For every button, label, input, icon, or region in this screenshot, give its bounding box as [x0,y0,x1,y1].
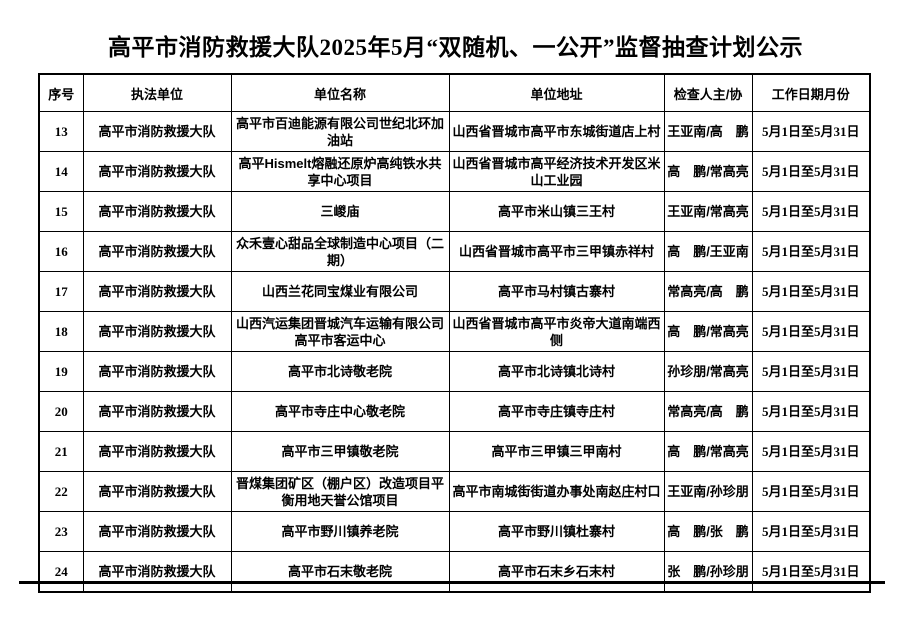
cell-name: 高平市野川镇养老院 [230,511,450,552]
cell-unit: 高平市消防救援大队 [82,231,232,272]
cell-serial: 15 [38,191,84,232]
cell-inspectors: 孙珍朋/常高亮 [663,351,753,392]
table-row: 21 高平市消防救援大队 高平市三甲镇敬老院 高平市三甲镇三甲南村 高 鹏/常高… [38,431,871,472]
cell-name: 高平市石末敬老院 [230,551,450,593]
table-row: 15 高平市消防救援大队 三嵕庙 高平市米山镇三王村 王亚南/常高亮 5月1日至… [38,191,871,232]
table-row: 22 高平市消防救援大队 晋煤集团矿区（棚户区）改造项目平衡用地天誉公馆项目 高… [38,471,871,512]
cell-serial: 23 [38,511,84,552]
cell-dates: 5月1日至5月31日 [751,231,871,272]
cell-unit: 高平市消防救援大队 [82,111,232,152]
cell-unit: 高平市消防救援大队 [82,271,232,312]
cell-dates: 5月1日至5月31日 [751,511,871,552]
table-row: 23 高平市消防救援大队 高平市野川镇养老院 高平市野川镇杜寨村 高 鹏/张 鹏… [38,511,871,552]
cell-address: 山西省晋城市高平市炎帝大道南端西侧 [448,311,665,352]
table-row: 19 高平市消防救援大队 高平市北诗敬老院 高平市北诗镇北诗村 孙珍朋/常高亮 … [38,351,871,392]
cell-address: 高平市石末乡石末村 [448,551,665,593]
cell-name: 高平市寺庄中心敬老院 [230,391,450,432]
col-header-unit-name: 单位名称 [230,73,450,112]
cell-serial: 13 [38,111,84,152]
col-header-unit-address: 单位地址 [448,73,665,112]
col-header-inspectors: 检查人主/协 [663,73,753,112]
cell-name: 高平市北诗敬老院 [230,351,450,392]
cell-unit: 高平市消防救援大队 [82,191,232,232]
cell-inspectors: 常高亮/高 鹏 [663,391,753,432]
cell-address: 高平市野川镇杜寨村 [448,511,665,552]
cell-serial: 19 [38,351,84,392]
table-row: 16 高平市消防救援大队 众禾壹心甜品全球制造中心项目（二期） 山西省晋城市高平… [38,231,871,272]
cell-unit: 高平市消防救援大队 [82,391,232,432]
cell-address: 高平市南城街街道办事处南赵庄村口 [448,471,665,512]
cell-serial: 17 [38,271,84,312]
cell-unit: 高平市消防救援大队 [82,351,232,392]
col-header-law-enforcement-unit: 执法单位 [82,73,232,112]
cell-address: 高平市三甲镇三甲南村 [448,431,665,472]
cell-serial: 22 [38,471,84,512]
cell-name: 众禾壹心甜品全球制造中心项目（二期） [230,231,450,272]
cell-inspectors: 高 鹏/常高亮 [663,431,753,472]
cell-dates: 5月1日至5月31日 [751,551,871,593]
cell-dates: 5月1日至5月31日 [751,431,871,472]
inspection-plan-table: 序号 执法单位 单位名称 单位地址 检查人主/协 工作日期月份 13 高平市消防… [38,73,871,593]
page-title: 高平市消防救援大队2025年5月“双随机、一公开”监督抽查计划公示 [108,35,803,60]
cell-serial: 20 [38,391,84,432]
cell-serial: 16 [38,231,84,272]
cell-dates: 5月1日至5月31日 [751,111,871,152]
table-row: 17 高平市消防救援大队 山西兰花同宝煤业有限公司 高平市马村镇古寨村 常高亮/… [38,271,871,312]
table-row: 24 高平市消防救援大队 高平市石末敬老院 高平市石末乡石末村 张 鹏/孙珍朋 … [38,551,871,593]
cell-inspectors: 高 鹏/常高亮 [663,311,753,352]
cell-unit: 高平市消防救援大队 [82,551,232,593]
cell-serial: 18 [38,311,84,352]
cell-name: 高平市三甲镇敬老院 [230,431,450,472]
cell-dates: 5月1日至5月31日 [751,391,871,432]
cell-dates: 5月1日至5月31日 [751,351,871,392]
table-row: 14 高平市消防救援大队 高平Hismelt熔融还原炉高纯铁水共享中心项目 山西… [38,151,871,192]
cell-inspectors: 张 鹏/孙珍朋 [663,551,753,593]
cell-unit: 高平市消防救援大队 [82,151,232,192]
cell-inspectors: 高 鹏/王亚南 [663,231,753,272]
cell-address: 高平市寺庄镇寺庄村 [448,391,665,432]
table-row: 13 高平市消防救援大队 高平市百迪能源有限公司世纪北环加油站 山西省晋城市高平… [38,111,871,152]
cell-dates: 5月1日至5月31日 [751,271,871,312]
bottom-divider [19,581,885,584]
cell-dates: 5月1日至5月31日 [751,471,871,512]
cell-inspectors: 王亚南/常高亮 [663,191,753,232]
cell-address: 山西省晋城市高平市三甲镇赤祥村 [448,231,665,272]
cell-name: 三嵕庙 [230,191,450,232]
header-row: 序号 执法单位 单位名称 单位地址 检查人主/协 工作日期月份 [38,73,871,112]
cell-address: 山西省晋城市高平市东城街道店上村 [448,111,665,152]
cell-unit: 高平市消防救援大队 [82,311,232,352]
cell-address: 高平市米山镇三王村 [448,191,665,232]
cell-unit: 高平市消防救援大队 [82,511,232,552]
cell-serial: 14 [38,151,84,192]
cell-name: 晋煤集团矿区（棚户区）改造项目平衡用地天誉公馆项目 [230,471,450,512]
col-header-serial: 序号 [38,73,84,112]
cell-address: 山西省晋城市高平经济技术开发区米山工业园 [448,151,665,192]
cell-inspectors: 王亚南/孙珍朋 [663,471,753,512]
cell-dates: 5月1日至5月31日 [751,191,871,232]
cell-serial: 24 [38,551,84,593]
cell-address: 高平市马村镇古寨村 [448,271,665,312]
cell-name: 山西汽运集团晋城汽车运输有限公司高平市客运中心 [230,311,450,352]
cell-inspectors: 高 鹏/常高亮 [663,151,753,192]
cell-name: 高平市百迪能源有限公司世纪北环加油站 [230,111,450,152]
table-row: 18 高平市消防救援大队 山西汽运集团晋城汽车运输有限公司高平市客运中心 山西省… [38,311,871,352]
cell-dates: 5月1日至5月31日 [751,311,871,352]
cell-dates: 5月1日至5月31日 [751,151,871,192]
table-row: 20 高平市消防救援大队 高平市寺庄中心敬老院 高平市寺庄镇寺庄村 常高亮/高 … [38,391,871,432]
cell-unit: 高平市消防救援大队 [82,431,232,472]
cell-inspectors: 高 鹏/张 鹏 [663,511,753,552]
col-header-work-dates: 工作日期月份 [751,73,871,112]
cell-inspectors: 常高亮/高 鹏 [663,271,753,312]
cell-address: 高平市北诗镇北诗村 [448,351,665,392]
cell-serial: 21 [38,431,84,472]
cell-inspectors: 王亚南/高 鹏 [663,111,753,152]
cell-name: 高平Hismelt熔融还原炉高纯铁水共享中心项目 [230,151,450,192]
cell-unit: 高平市消防救援大队 [82,471,232,512]
cell-name: 山西兰花同宝煤业有限公司 [230,271,450,312]
